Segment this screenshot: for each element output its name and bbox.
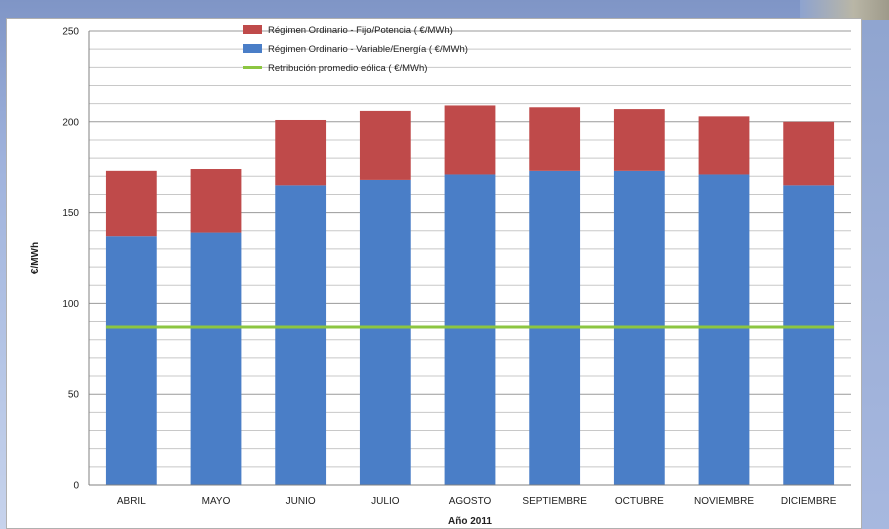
bar-fijo-potencia (698, 116, 750, 175)
x-tick-label: OCTUBRE (615, 496, 664, 507)
legend-swatch (243, 25, 262, 34)
y-tick-label: 50 (68, 390, 80, 401)
background-photo-corner (800, 0, 889, 20)
bar-variable-energia (105, 236, 157, 485)
bar-variable-energia (275, 185, 327, 486)
legend-label: Retribución promedio eólica ( €/MWh) (268, 63, 427, 74)
bar-fijo-potencia (529, 107, 581, 171)
x-tick-label: DICIEMBRE (781, 496, 837, 507)
y-tick-label: 0 (73, 481, 79, 492)
axes (88, 31, 851, 486)
bar-fijo-potencia (613, 109, 665, 171)
x-tick-label: ABRIL (117, 496, 146, 507)
legend-label: Régimen Ordinario - Variable/Energía ( €… (268, 44, 468, 55)
legend-swatch (243, 44, 262, 53)
bar-variable-energia (444, 174, 496, 486)
bar-fijo-potencia (275, 119, 327, 186)
bar-fijo-potencia (783, 121, 835, 186)
bar-fijo-potencia (444, 105, 496, 175)
y-tick-label: 200 (62, 117, 79, 128)
x-tick-label: MAYO (202, 496, 231, 507)
legend-label: Régimen Ordinario - Fijo/Potencia ( €/MW… (268, 25, 453, 36)
x-tick-label: JUNIO (286, 496, 316, 507)
y-tick-label: 100 (62, 299, 79, 310)
y-tick-label: 150 (62, 208, 79, 219)
x-axis-label: Año 2011 (448, 516, 492, 527)
x-tick-label: JULIO (371, 496, 400, 507)
bar-fijo-potencia (359, 110, 411, 180)
bar-fijo-potencia (190, 169, 242, 233)
x-tick-label: SEPTIEMBRE (522, 496, 587, 507)
bars (105, 105, 835, 486)
legend: Régimen Ordinario - Fijo/Potencia ( €/MW… (243, 25, 468, 74)
bar-variable-energia (783, 185, 835, 486)
x-tick-label: AGOSTO (449, 496, 492, 507)
x-tick-labels: ABRIL MAYO JUNIO JULIO AGOSTO SEPTIEMBRE OCTUB… (117, 496, 837, 507)
bar-variable-energia (359, 179, 411, 486)
bar-variable-energia (190, 232, 242, 485)
y-axis-label: €/MWh (30, 242, 41, 274)
stacked-bar-chart: 0 50 100 150 200 250 ABRIL MAYO JUNIO JULIO AGOST… (30, 25, 851, 527)
background-strip (862, 0, 889, 529)
y-tick-labels: 0 50 100 150 200 250 (62, 27, 79, 492)
bar-fijo-potencia (105, 170, 157, 237)
y-tick-label: 250 (62, 27, 79, 38)
x-tick-label: NOVIEMBRE (694, 496, 754, 507)
bar-variable-energia (698, 174, 750, 486)
